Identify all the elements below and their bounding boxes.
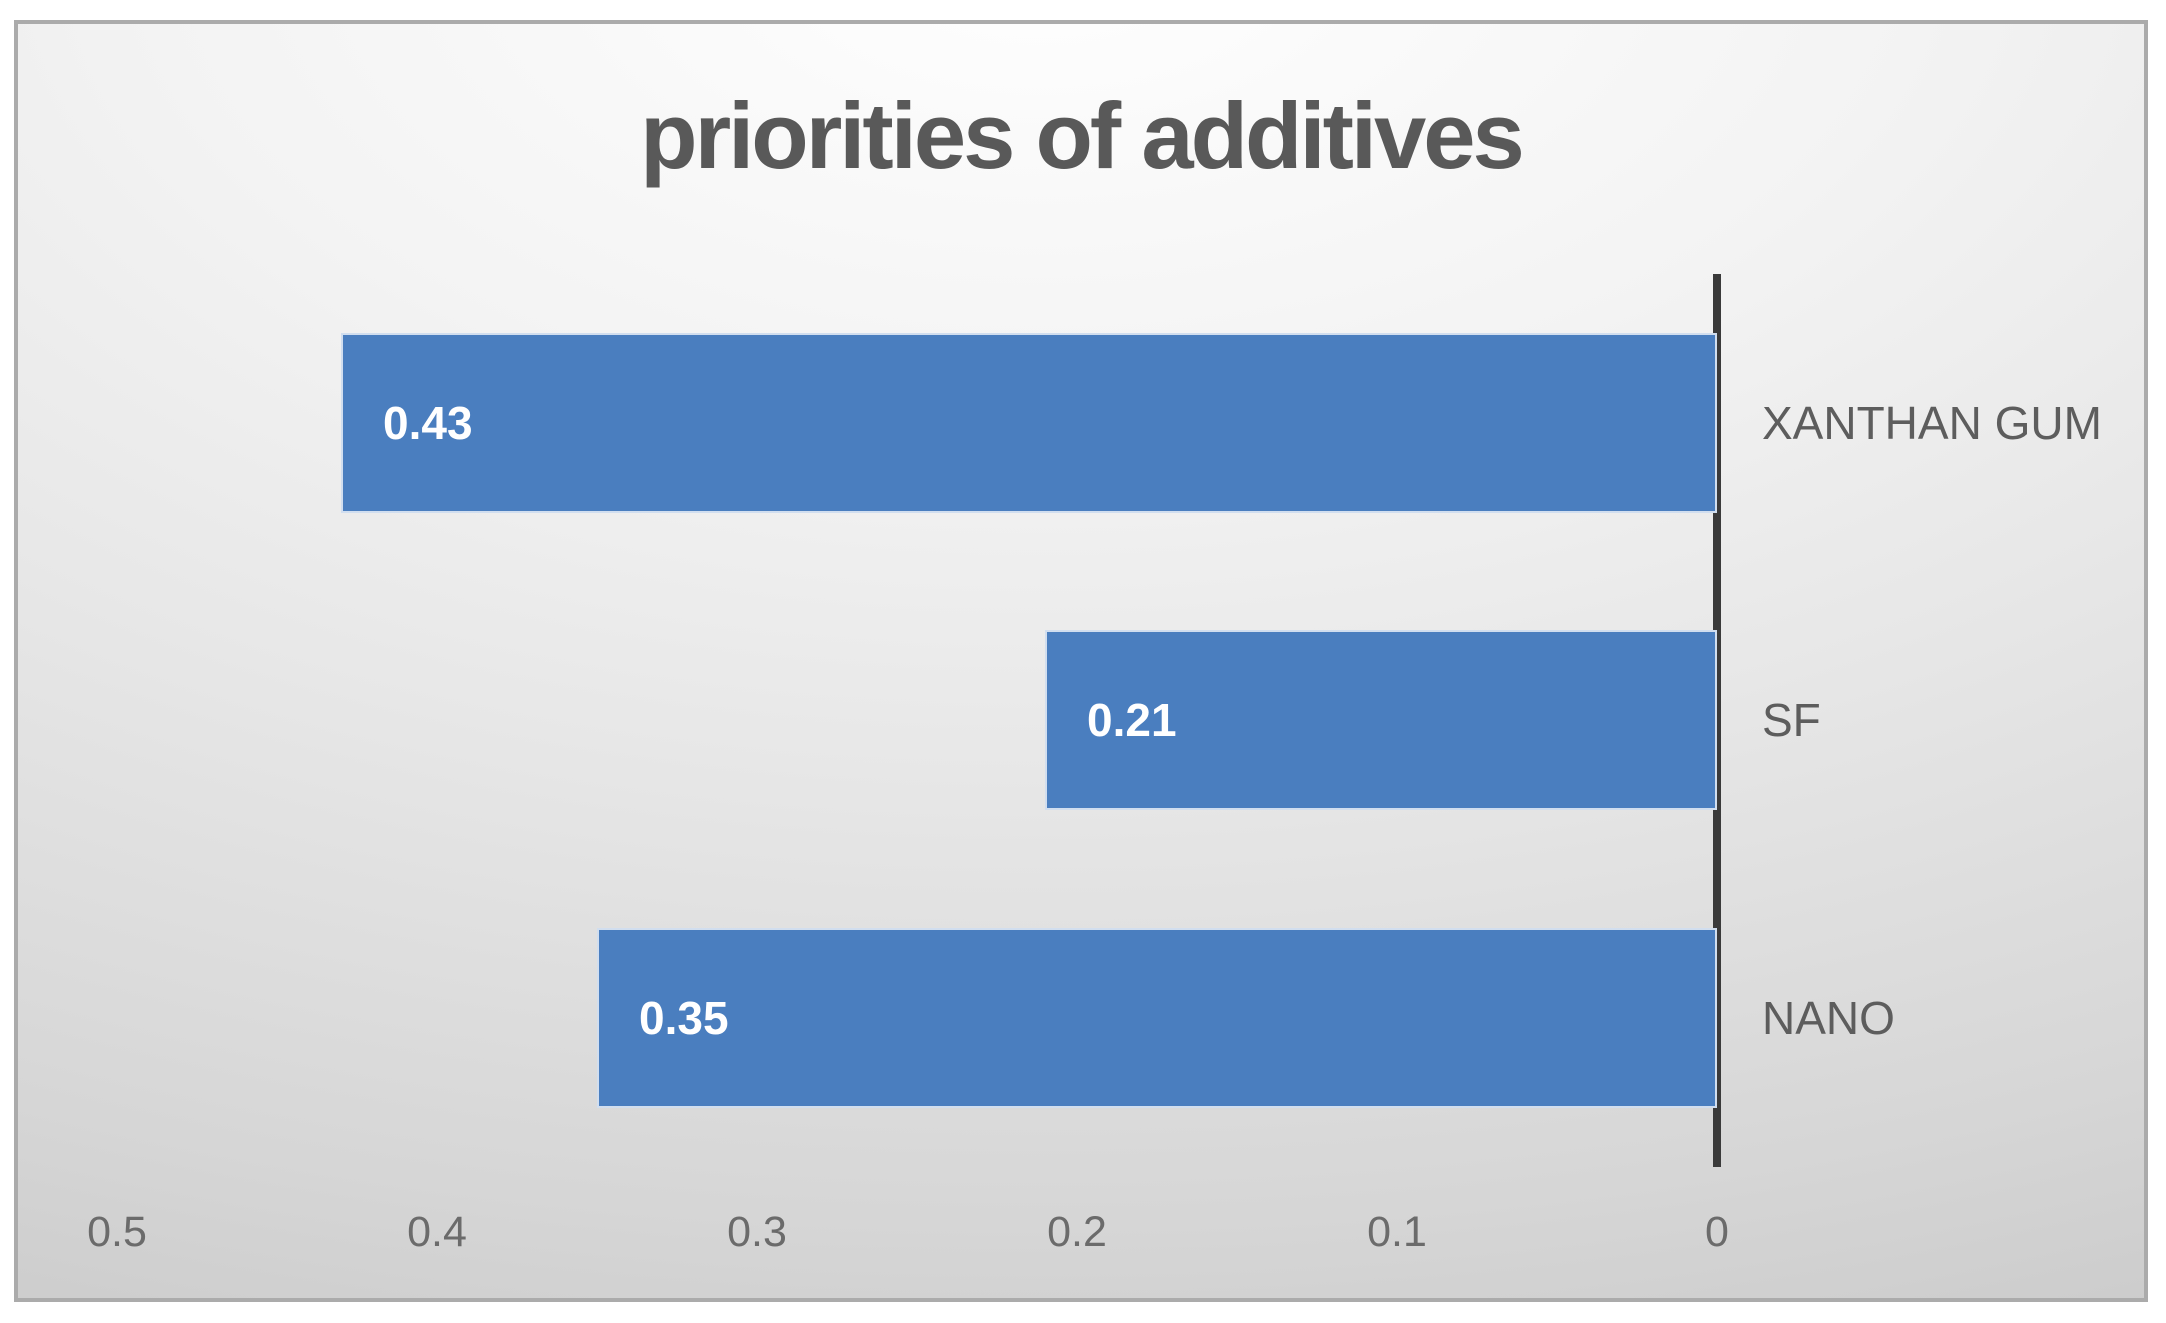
bar-chart: priorities of additives 0.43 0.21 0.35 XAN…	[14, 20, 2148, 1302]
x-tick-label: 0	[1705, 1208, 1729, 1256]
bar: 0.21	[1045, 630, 1717, 811]
plot-area: 0.43 0.21 0.35 XANTHAN GUM SF NANO 0.5 0.4 0.3…	[18, 24, 2144, 1298]
x-tick-label: 0.3	[727, 1208, 787, 1256]
category-label: XANTHAN GUM	[1762, 396, 2102, 449]
bar: 0.35	[597, 928, 1717, 1109]
bar-value-label: 0.35	[639, 992, 729, 1045]
x-tick-label: 0.2	[1047, 1208, 1107, 1256]
bar: 0.43	[341, 332, 1717, 513]
x-tick-label: 0.5	[87, 1208, 147, 1256]
category-axis-line	[1713, 274, 1721, 1167]
bar-value-label: 0.43	[383, 396, 473, 449]
chart-title: priorities of additives	[640, 83, 1525, 188]
bar-value-label: 0.21	[1087, 694, 1177, 747]
x-tick-label: 0.1	[1367, 1208, 1427, 1256]
x-tick-label: 0.4	[407, 1208, 467, 1256]
category-label: NANO	[1762, 992, 1895, 1045]
category-label: SF	[1762, 694, 1821, 747]
